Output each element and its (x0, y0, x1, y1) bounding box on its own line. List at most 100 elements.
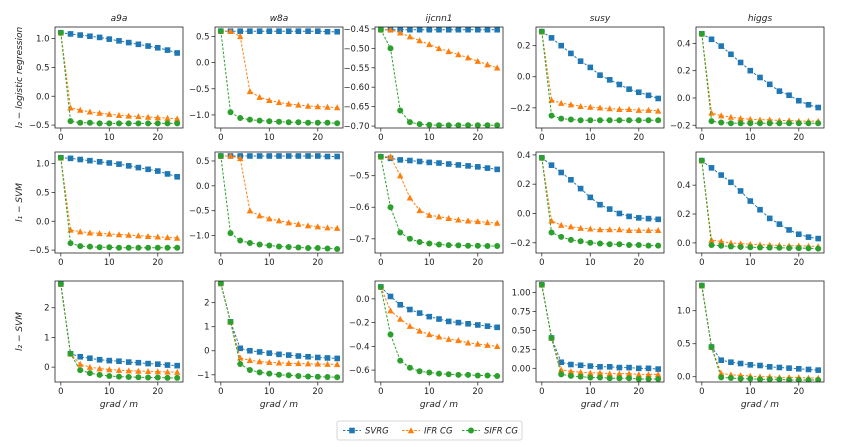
x-tick-label: 20 (793, 133, 804, 143)
x-tick-label: 0 (218, 258, 223, 268)
data-point-sifr-cg (597, 240, 603, 247)
data-point-svrg (558, 42, 565, 49)
data-point-svrg (445, 318, 452, 325)
subplot-title: higgs (748, 14, 773, 24)
data-point-ifr-cg (587, 369, 594, 376)
x-tick-label: 20 (312, 133, 323, 143)
data-point-ifr-cg (708, 109, 715, 116)
data-point-svrg (616, 364, 623, 371)
data-point-svrg (455, 319, 462, 326)
x-axis-label: grad / m (260, 400, 298, 410)
data-point-svrg (718, 172, 725, 178)
data-point-ifr-cg (125, 367, 132, 374)
data-point-svrg (407, 157, 413, 164)
row-label: l₁ − SVM (15, 183, 25, 222)
subplot-r1-c2: 0 10 20 −0.7 −0.6 −0.5 (349, 151, 504, 268)
data-point-svrg (285, 153, 292, 159)
y-tick-label: 0.0 (677, 373, 691, 383)
data-point-sifr-cg (655, 375, 662, 382)
data-point-svrg (757, 206, 763, 213)
data-point-ifr-cg (324, 103, 331, 110)
data-point-sifr-cg (256, 117, 263, 124)
series-group (377, 153, 501, 250)
data-point-ifr-cg (237, 354, 244, 361)
data-point-svrg (548, 162, 555, 168)
x-tick-label: 0 (58, 258, 63, 268)
data-point-sifr-cg (135, 120, 142, 127)
y-tick-label: 0.0 (677, 94, 691, 104)
data-point-svrg (436, 27, 442, 33)
data-point-svrg (465, 320, 471, 327)
data-point-ifr-cg (164, 234, 171, 241)
data-point-svrg (635, 365, 642, 372)
data-point-ifr-cg (493, 219, 501, 226)
data-point-sifr-cg (805, 245, 812, 252)
axes-frame (54, 280, 184, 383)
data-point-sifr-cg (406, 119, 413, 126)
x-tick-label: 20 (152, 133, 163, 143)
y-tick-label: 0.2 (517, 180, 531, 190)
data-point-svrg (314, 153, 321, 159)
data-point-sifr-cg (406, 235, 413, 242)
legend-label-ifr-cg: IFR CG (424, 427, 453, 437)
data-point-svrg (635, 89, 642, 96)
data-point-svrg (125, 39, 132, 46)
data-point-ifr-cg (154, 233, 161, 240)
data-point-svrg (135, 41, 142, 48)
data-point-ifr-cg (606, 105, 613, 112)
y-tick-label: 1 (204, 323, 209, 333)
axes-frame (54, 26, 184, 129)
data-point-svrg (154, 44, 161, 51)
data-point-sifr-cg (484, 243, 491, 250)
data-point-svrg (484, 323, 491, 329)
data-point-sifr-cg (164, 120, 171, 127)
data-point-svrg (285, 352, 292, 358)
data-point-ifr-cg (397, 172, 404, 179)
data-point-sifr-cg (426, 240, 433, 247)
data-point-svrg (577, 185, 584, 192)
data-point-ifr-cg (246, 88, 254, 95)
data-point-svrg (655, 366, 661, 372)
data-point-sifr-cg (727, 120, 734, 127)
x-tick-label: 20 (152, 258, 163, 268)
data-point-svrg (655, 216, 661, 223)
series-group (538, 154, 662, 249)
data-point-svrg (757, 362, 763, 369)
data-point-sifr-cg (455, 371, 462, 378)
x-tick-label: 10 (264, 133, 275, 143)
data-point-sifr-cg (474, 122, 481, 128)
y-tick-label: −0.45 (343, 25, 369, 35)
x-tick-label: 20 (472, 387, 483, 397)
data-point-ifr-cg (455, 216, 462, 223)
data-point-sifr-cg (567, 116, 574, 123)
data-point-ifr-cg (718, 370, 725, 377)
axes-frame (214, 280, 344, 383)
data-point-ifr-cg (654, 227, 662, 234)
data-point-sifr-cg (217, 152, 224, 159)
data-point-sifr-cg (164, 244, 171, 251)
data-point-svrg (145, 166, 151, 173)
x-tick-label: 10 (424, 387, 435, 397)
series-group (217, 281, 341, 381)
y-tick-label: 0.4 (517, 151, 531, 161)
data-point-ifr-cg (484, 341, 491, 348)
data-point-ifr-cg (635, 227, 642, 234)
legend-marker-ifr-cg (407, 427, 415, 434)
axes-frame (54, 151, 184, 254)
data-point-sifr-cg (455, 242, 462, 249)
data-point-ifr-cg (654, 371, 662, 378)
data-point-svrg (397, 157, 404, 163)
data-point-ifr-cg (493, 343, 501, 350)
y-tick-label: −0.5 (189, 207, 210, 217)
data-point-sifr-cg (416, 238, 423, 245)
data-point-ifr-cg (416, 207, 423, 214)
data-point-ifr-cg (727, 113, 735, 120)
data-point-sifr-cg (227, 318, 234, 325)
data-point-svrg (135, 359, 142, 366)
data-point-ifr-cg (285, 100, 292, 107)
data-point-svrg (145, 360, 151, 367)
data-point-sifr-cg (154, 120, 161, 127)
data-point-svrg (568, 50, 574, 57)
data-point-ifr-cg (587, 103, 594, 110)
data-point-sifr-cg (786, 377, 793, 382)
